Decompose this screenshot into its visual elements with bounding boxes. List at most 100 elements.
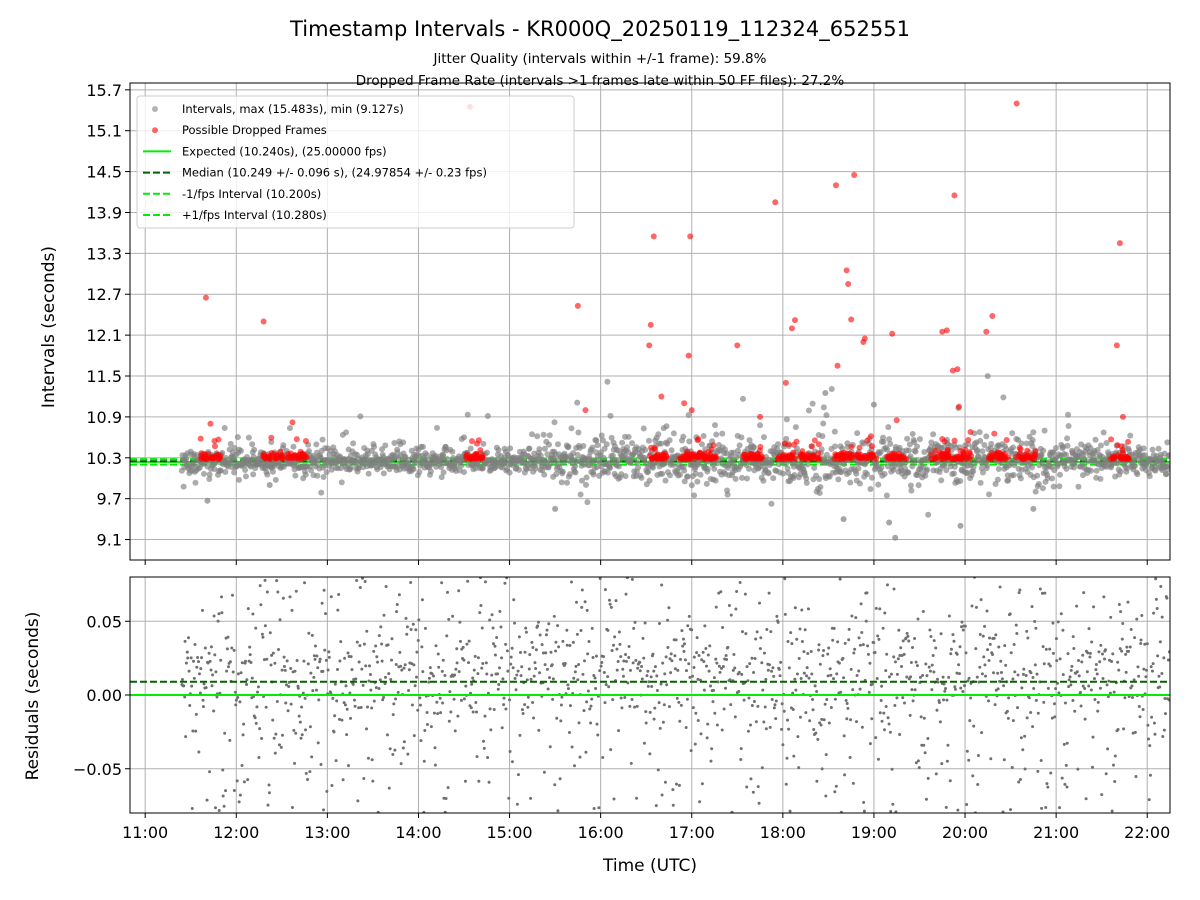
residual-point: [312, 675, 316, 679]
residual-point: [978, 665, 982, 669]
residual-point: [462, 697, 466, 701]
interval-point: [746, 465, 753, 472]
residual-point: [1077, 674, 1081, 678]
residual-point: [976, 782, 980, 786]
residual-point: [834, 784, 838, 788]
residual-point: [490, 613, 494, 617]
residual-point: [620, 706, 624, 710]
residual-point: [228, 738, 232, 742]
residual-point: [876, 757, 880, 761]
residual-point: [843, 773, 847, 777]
dropped-frame-point: [757, 413, 764, 420]
interval-point: [804, 461, 811, 468]
dropped-frame-point: [285, 450, 292, 457]
interval-point: [264, 471, 271, 478]
residual-point: [196, 655, 200, 659]
residual-point: [846, 706, 850, 710]
dropped-frame-point: [705, 448, 712, 455]
residual-point: [537, 728, 541, 732]
dropped-frame-point: [700, 451, 707, 458]
interval-point: [575, 429, 582, 436]
interval-point: [870, 401, 877, 408]
dropped-frame-point: [781, 440, 788, 447]
dropped-frame-point: [967, 429, 974, 436]
residual-point: [333, 714, 337, 718]
residual-point: [594, 687, 598, 691]
interval-point: [624, 444, 631, 451]
top-y-tick-label: 10.3: [86, 449, 122, 468]
residual-point: [604, 683, 608, 687]
residual-point: [436, 652, 440, 656]
residual-point: [382, 613, 386, 617]
residual-point: [448, 690, 452, 694]
residual-point: [744, 632, 748, 636]
residual-point: [705, 664, 709, 668]
residual-point: [1043, 591, 1047, 595]
interval-point: [805, 407, 812, 414]
interval-point: [619, 439, 626, 446]
residual-point: [598, 577, 602, 580]
residual-point: [356, 799, 360, 803]
residual-point: [941, 675, 945, 679]
residual-point: [516, 773, 520, 777]
residual-point: [434, 644, 438, 648]
dropped-frame-point: [1004, 454, 1011, 461]
dropped-frame-point: [646, 342, 653, 349]
residual-point: [753, 656, 757, 660]
dropped-frame-point: [264, 454, 271, 461]
residual-point: [485, 672, 489, 676]
dropped-frame-point: [889, 330, 896, 337]
residual-point: [691, 674, 695, 678]
residual-point: [502, 696, 506, 700]
residual-point: [625, 577, 629, 580]
residual-point: [406, 752, 410, 756]
residual-point: [341, 778, 345, 782]
residual-point: [183, 639, 187, 643]
interval-point: [739, 395, 746, 402]
residual-point: [433, 746, 437, 750]
residual-point: [708, 684, 712, 688]
residual-point: [967, 676, 971, 680]
residual-point: [709, 759, 713, 763]
residual-point: [852, 651, 856, 655]
residual-point: [357, 660, 361, 664]
interval-point: [603, 441, 610, 448]
interval-point: [820, 404, 827, 411]
residual-point: [627, 644, 631, 648]
residual-point: [1031, 725, 1035, 729]
residual-point: [984, 674, 988, 678]
dropped-frame-point: [951, 192, 958, 199]
residual-point: [1141, 707, 1145, 711]
residual-point: [746, 729, 750, 733]
residual-point: [845, 701, 849, 705]
residual-point: [646, 669, 650, 673]
residual-point: [648, 710, 652, 714]
residual-point: [892, 655, 896, 659]
residual-point: [745, 665, 749, 669]
residual-point: [1023, 767, 1027, 771]
interval-point: [622, 473, 629, 480]
residual-point: [532, 674, 536, 678]
residual-point: [287, 680, 291, 684]
residual-point: [798, 627, 802, 631]
residual-point: [308, 770, 312, 774]
residual-point: [531, 701, 535, 705]
residual-point: [842, 676, 846, 680]
dropped-frame-point: [683, 451, 690, 458]
residual-point: [783, 577, 787, 581]
interval-point: [1103, 439, 1110, 446]
residual-point: [401, 746, 405, 750]
interval-point: [746, 437, 753, 444]
residual-point: [568, 643, 572, 647]
residual-point: [722, 707, 726, 711]
interval-point: [251, 446, 258, 453]
residual-point: [659, 682, 663, 686]
residual-point: [807, 676, 811, 680]
top-y-tick-label: 9.1: [97, 531, 122, 550]
residual-point: [436, 712, 440, 716]
residual-point: [938, 720, 942, 724]
residual-point: [309, 671, 313, 675]
residual-point: [323, 648, 327, 652]
residual-point: [497, 683, 501, 687]
residual-point: [418, 696, 422, 700]
